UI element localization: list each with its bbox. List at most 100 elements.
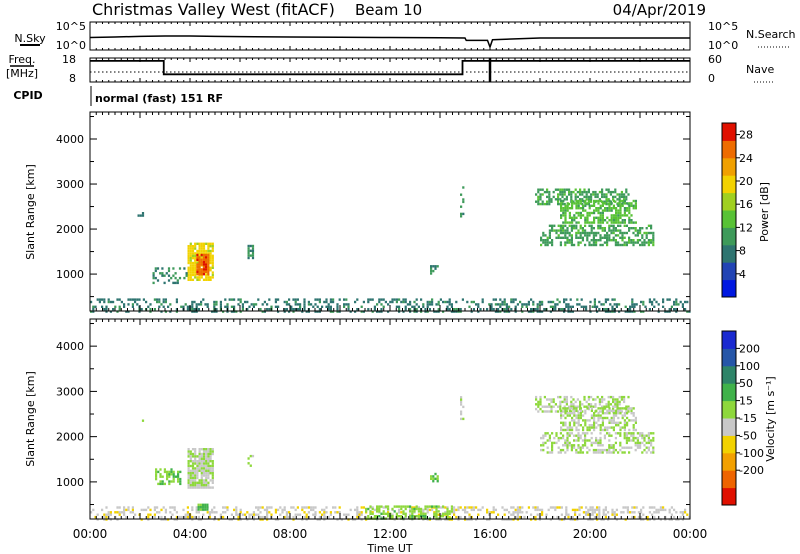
cpid-label: CPID — [13, 89, 42, 102]
heatmap-cell — [557, 224, 560, 227]
heatmap-cell — [640, 511, 643, 514]
heatmap-cell — [169, 506, 172, 509]
nave-label: Nave — [746, 63, 774, 76]
heatmap-cell — [177, 473, 180, 476]
heatmap-cell — [384, 300, 387, 304]
heatmap-cell — [200, 462, 203, 465]
heatmap-cell — [647, 241, 650, 244]
heatmap-cell — [641, 432, 644, 435]
heatmap-cell — [686, 513, 689, 516]
heatmap-cell — [200, 273, 203, 276]
heatmap-cell — [612, 398, 615, 401]
heatmap-cell — [568, 444, 571, 447]
heatmap-cell — [460, 212, 463, 216]
heatmap-cell — [647, 448, 650, 452]
heatmap-cell — [207, 278, 210, 281]
heatmap-cell — [602, 303, 605, 306]
heatmap-cell — [196, 258, 199, 261]
velocity-colorbar-swatch — [722, 348, 736, 367]
heatmap-cell — [615, 421, 618, 424]
heatmap-cell — [596, 305, 599, 308]
heatmap-cell — [206, 511, 209, 514]
heatmap-cell — [380, 298, 383, 301]
heatmap-cell — [617, 234, 620, 237]
heatmap-cell — [601, 451, 604, 454]
heatmap-cell — [417, 507, 420, 511]
heatmap-cell — [141, 419, 145, 422]
heatmap-cell — [548, 224, 551, 227]
heatmap-cell — [455, 515, 458, 519]
heatmap-cell — [595, 439, 598, 442]
heatmap-cell — [356, 506, 359, 509]
heatmap-cell — [584, 202, 587, 205]
heatmap-cell — [209, 249, 212, 253]
heatmap-cell — [123, 305, 126, 308]
heatmap-cell — [189, 261, 192, 265]
heatmap-cell — [177, 470, 180, 474]
heatmap-cell — [590, 221, 593, 224]
heatmap-cell — [608, 409, 611, 412]
heatmap-cell — [625, 188, 628, 191]
heatmap-cell — [590, 193, 593, 196]
heatmap-cell — [632, 243, 635, 247]
heatmap-cell — [464, 511, 467, 514]
heatmap-cell — [618, 195, 621, 199]
heatmap-cell — [603, 227, 606, 230]
heatmap-cell — [382, 506, 385, 509]
heatmap-cell — [462, 198, 465, 201]
heatmap-cell — [189, 474, 192, 477]
heatmap-cell — [514, 308, 517, 311]
heatmap-cell — [584, 436, 587, 440]
heatmap-cell — [552, 506, 555, 509]
heatmap-cell — [365, 510, 368, 513]
heatmap-cell — [426, 300, 429, 304]
heatmap-cell — [568, 207, 571, 210]
heatmap-cell — [571, 207, 574, 210]
velocity-colorbar-swatch — [722, 487, 736, 506]
heatmap-cell — [448, 515, 451, 519]
heatmap-cell — [628, 451, 631, 454]
heatmap-cell — [307, 300, 310, 304]
heatmap-cell — [442, 515, 445, 518]
heatmap-cell — [548, 200, 551, 203]
heatmap-cell — [365, 507, 368, 511]
heatmap-cell — [453, 511, 456, 514]
heatmap-cell — [627, 193, 630, 196]
heatmap-cell — [619, 441, 622, 445]
heatmap-cell — [417, 513, 420, 516]
heatmap-cell — [503, 310, 506, 313]
heatmap-cell — [623, 214, 626, 217]
heatmap-cell — [118, 298, 121, 301]
heatmap-cell — [538, 303, 541, 306]
heatmap-cell — [512, 513, 515, 516]
heatmap-cell — [187, 484, 190, 487]
heatmap-cell — [246, 300, 249, 304]
heatmap-cell — [614, 190, 617, 194]
heatmap-cell — [588, 207, 591, 210]
heatmap-cell — [207, 450, 210, 453]
heatmap-cell — [160, 310, 163, 313]
heatmap-cell — [248, 515, 251, 519]
heatmap-cell — [556, 506, 559, 509]
heatmap-cell — [490, 511, 493, 514]
heatmap-cell — [632, 227, 635, 230]
heatmap-cell — [598, 410, 601, 413]
heatmap-cell — [226, 508, 229, 512]
heatmap-cell — [630, 407, 633, 410]
heatmap-cell — [576, 303, 579, 306]
heatmap-cell — [634, 202, 637, 205]
heatmap-cell — [540, 236, 543, 239]
heatmap-cell — [645, 231, 648, 235]
heatmap-cell — [575, 236, 578, 239]
heatmap-cell — [546, 446, 549, 449]
heatmap-cell — [641, 234, 644, 237]
heatmap-cell — [196, 276, 199, 279]
heatmap-cell — [462, 405, 465, 409]
heatmap-cell — [557, 229, 560, 232]
heatmap-cell — [636, 439, 639, 442]
heatmap-cell — [616, 405, 619, 408]
heatmap-cell — [195, 310, 198, 313]
heatmap-cell — [497, 513, 500, 516]
heatmap-cell — [631, 515, 634, 519]
heatmap-cell — [534, 508, 537, 512]
